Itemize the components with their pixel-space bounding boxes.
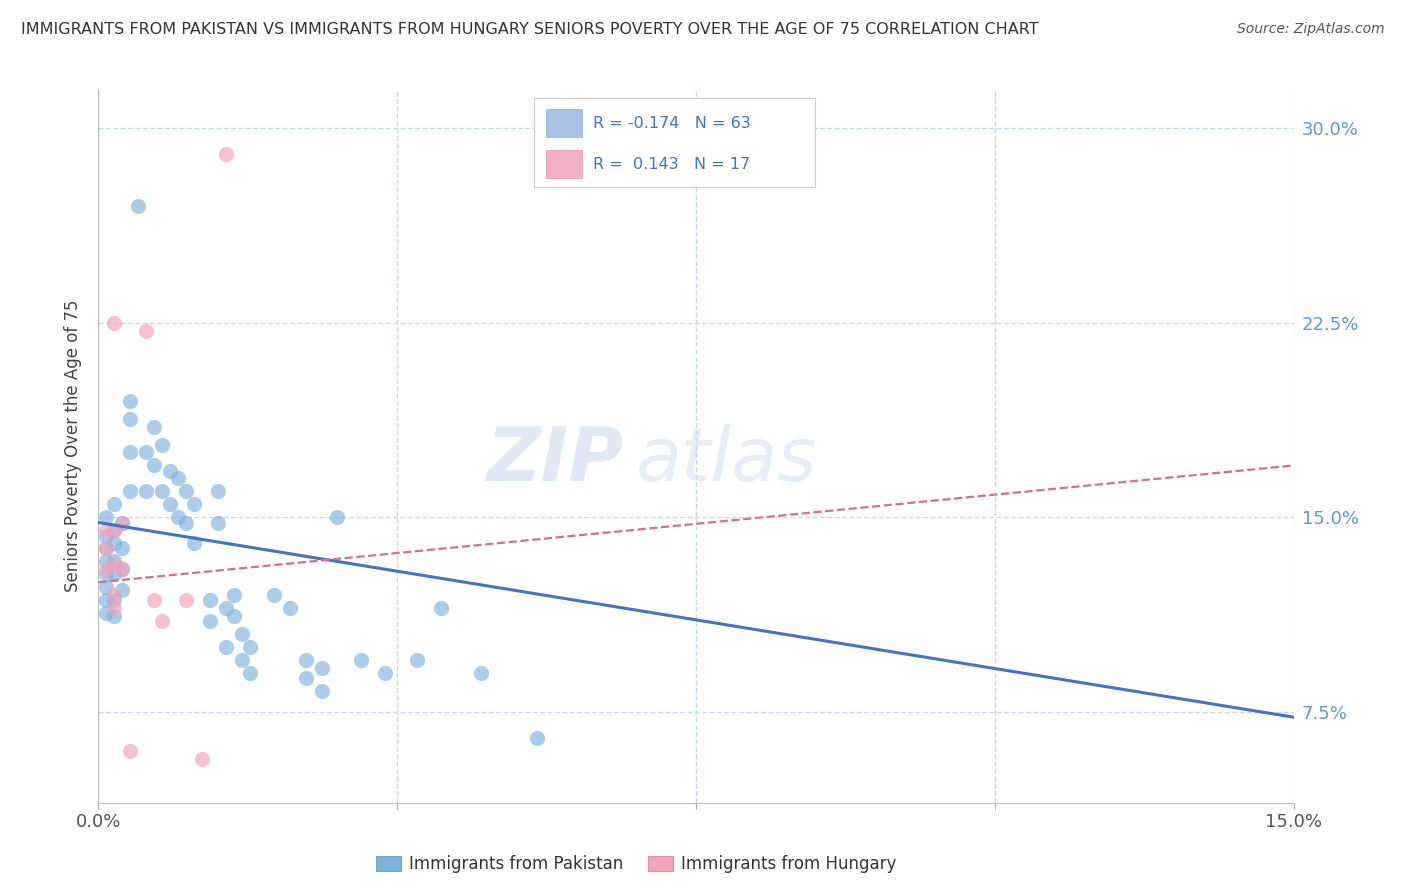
Point xyxy=(470,666,492,681)
Point xyxy=(311,684,333,698)
Point xyxy=(103,524,125,538)
Legend: Immigrants from Pakistan, Immigrants from Hungary: Immigrants from Pakistan, Immigrants fro… xyxy=(368,849,904,880)
Point xyxy=(103,601,125,615)
Point xyxy=(159,497,181,511)
Point xyxy=(215,601,238,615)
Point xyxy=(167,471,190,485)
Point xyxy=(103,593,125,607)
Point xyxy=(120,445,142,459)
Point xyxy=(191,752,214,766)
Point xyxy=(103,567,125,582)
Point xyxy=(96,581,118,595)
Point xyxy=(96,607,118,621)
Point xyxy=(103,554,125,568)
Point xyxy=(135,484,157,499)
Point xyxy=(326,510,349,524)
Point xyxy=(159,464,181,478)
Point xyxy=(406,653,429,667)
Point xyxy=(135,445,157,459)
Point xyxy=(231,653,253,667)
Point xyxy=(215,640,238,654)
Point xyxy=(103,609,125,624)
Point xyxy=(96,541,118,556)
Point xyxy=(96,562,118,576)
FancyBboxPatch shape xyxy=(546,150,582,178)
Point xyxy=(111,516,134,530)
Text: Source: ZipAtlas.com: Source: ZipAtlas.com xyxy=(1237,22,1385,37)
Point xyxy=(183,497,205,511)
Point xyxy=(526,731,548,745)
Point xyxy=(103,557,125,571)
Point xyxy=(96,554,118,568)
Point xyxy=(135,324,157,338)
Point xyxy=(150,438,173,452)
Point xyxy=(103,588,125,602)
Point xyxy=(150,484,173,499)
Point xyxy=(174,516,197,530)
Point xyxy=(111,562,134,576)
Point xyxy=(198,593,221,607)
Point xyxy=(103,536,125,550)
Point xyxy=(127,199,149,213)
Point xyxy=(311,661,333,675)
Text: IMMIGRANTS FROM PAKISTAN VS IMMIGRANTS FROM HUNGARY SENIORS POVERTY OVER THE AGE: IMMIGRANTS FROM PAKISTAN VS IMMIGRANTS F… xyxy=(21,22,1039,37)
Point xyxy=(120,744,142,758)
Text: atlas: atlas xyxy=(637,425,818,496)
Text: ZIP: ZIP xyxy=(486,424,624,497)
Point xyxy=(96,524,118,538)
Point xyxy=(239,666,262,681)
Point xyxy=(96,567,118,582)
Point xyxy=(183,536,205,550)
Point xyxy=(174,484,197,499)
Point xyxy=(294,671,316,685)
Point xyxy=(143,593,166,607)
Point xyxy=(198,614,221,628)
Point xyxy=(278,601,301,615)
Point xyxy=(111,516,134,530)
Point xyxy=(167,510,190,524)
Point xyxy=(111,562,134,576)
Point xyxy=(103,497,125,511)
Point xyxy=(294,653,316,667)
Y-axis label: Seniors Poverty Over the Age of 75: Seniors Poverty Over the Age of 75 xyxy=(65,300,83,592)
Point xyxy=(143,419,166,434)
Point xyxy=(96,541,118,556)
Point xyxy=(96,528,118,542)
Point xyxy=(430,601,453,615)
Text: R = -0.174   N = 63: R = -0.174 N = 63 xyxy=(593,116,751,130)
Point xyxy=(374,666,396,681)
Point xyxy=(103,316,125,330)
Point xyxy=(120,411,142,425)
Point xyxy=(96,593,118,607)
Point xyxy=(350,653,373,667)
Point xyxy=(150,614,173,628)
Point xyxy=(96,510,118,524)
Point xyxy=(111,582,134,597)
Text: R =  0.143   N = 17: R = 0.143 N = 17 xyxy=(593,157,751,171)
Point xyxy=(103,524,125,538)
Point xyxy=(215,147,238,161)
Point xyxy=(222,609,245,624)
Point xyxy=(263,588,285,602)
Point xyxy=(207,484,229,499)
Point xyxy=(120,393,142,408)
Point xyxy=(222,588,245,602)
Point xyxy=(174,593,197,607)
Point xyxy=(239,640,262,654)
Point xyxy=(231,627,253,641)
Point xyxy=(111,541,134,556)
FancyBboxPatch shape xyxy=(546,109,582,137)
Point xyxy=(143,458,166,473)
Point xyxy=(207,516,229,530)
Point xyxy=(120,484,142,499)
